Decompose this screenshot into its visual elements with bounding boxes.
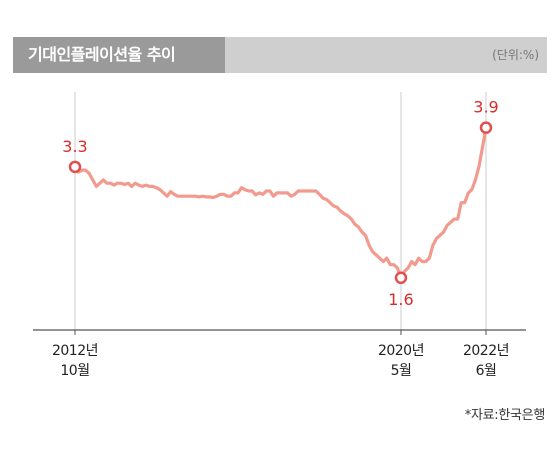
x-tick-label: 2012년 bbox=[52, 343, 98, 359]
data-label: 1.6 bbox=[388, 290, 413, 309]
data-label: 3.9 bbox=[473, 98, 498, 117]
data-point-marker bbox=[68, 160, 82, 174]
title-tab: 기대인플레이션율 추이 bbox=[13, 37, 225, 73]
data-point-marker bbox=[479, 121, 493, 134]
x-tick-label: 2020년 bbox=[378, 343, 424, 359]
chart-title: 기대인플레이션율 추이 bbox=[28, 45, 176, 64]
data-point-marker bbox=[394, 271, 408, 285]
x-tick-label: 10월 bbox=[60, 363, 89, 379]
data-label: 3.3 bbox=[62, 137, 87, 156]
series-line bbox=[73, 126, 488, 280]
source-note: *자료:한국은행 bbox=[464, 408, 546, 423]
unit-label: (단위:%) bbox=[492, 48, 539, 62]
x-tick-label: 5월 bbox=[391, 363, 412, 379]
x-tick-label: 6월 bbox=[476, 363, 497, 379]
x-tick-label: 2022년 bbox=[463, 343, 509, 359]
title-bar: 기대인플레이션율 추이 (단위:%) bbox=[13, 37, 547, 73]
